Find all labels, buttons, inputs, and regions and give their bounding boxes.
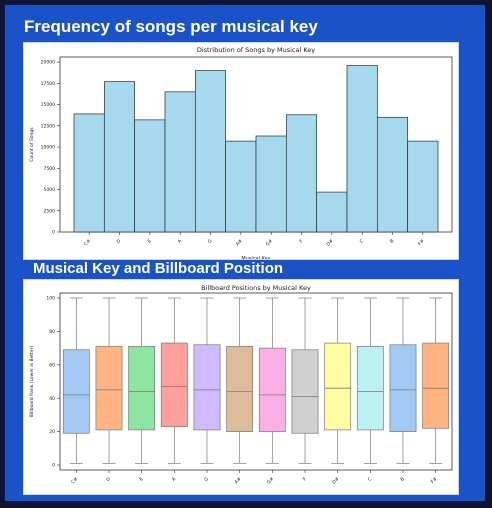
x-tick-label: F# (417, 238, 426, 247)
y-tick-label: 60 (49, 362, 55, 368)
y-tick-label: 5000 (44, 187, 56, 193)
bar-F# (407, 140, 439, 233)
y-tick-label: 15000 (41, 102, 55, 108)
box-B (389, 344, 417, 432)
y-tick-label: 7500 (44, 166, 56, 172)
x-tick-label: A (171, 476, 178, 483)
box-D# (324, 342, 352, 431)
bar-B (376, 116, 409, 233)
x-tick-label: E (138, 476, 144, 482)
x-tick-label: F (298, 238, 304, 244)
chart-title: Billboard Positions by Musical Key (201, 284, 311, 292)
x-tick-label: F (302, 476, 308, 482)
box-F (291, 349, 319, 434)
bar-D (103, 81, 136, 233)
x-tick-label: G# (265, 238, 275, 248)
x-tick-label: A# (233, 476, 242, 485)
x-axis-label: Musical Key (241, 256, 270, 259)
bar-D# (316, 191, 348, 233)
y-tick-label: 17500 (41, 81, 55, 87)
slide-background: Frequency of songs per musical key Distr… (4, 4, 486, 502)
y-tick-label: 2500 (44, 208, 56, 214)
x-tick-label: E (146, 238, 152, 244)
x-tick-label: A (177, 238, 184, 245)
y-tick-label: 0 (52, 463, 55, 469)
bar-chart: Distribution of Songs by Musical Key Musi… (29, 46, 453, 262)
x-tick-label: G (207, 238, 214, 245)
x-tick-label: D# (325, 238, 335, 248)
bar-C# (73, 113, 105, 233)
x-tick-label: D (116, 238, 123, 245)
x-tick-label: B (399, 476, 405, 482)
x-tick-label: B (389, 238, 395, 244)
box-G (193, 344, 221, 431)
box-F# (422, 342, 450, 429)
bar-E (134, 119, 166, 233)
box-G# (258, 347, 286, 432)
bar-F (285, 114, 318, 233)
x-tick-label: G# (266, 476, 276, 486)
y-tick-label: 100 (46, 296, 55, 302)
x-tick-label: G (203, 476, 210, 483)
box-D (95, 346, 123, 431)
y-tick-label: 20 (49, 429, 55, 435)
plot-area-frame (59, 292, 453, 471)
x-tick-label: C (359, 238, 365, 244)
box-E (128, 346, 156, 431)
y-tick-label: 0 (52, 230, 55, 236)
y-tick-label: 20000 (41, 60, 55, 66)
y-tick-label: 40 (49, 396, 55, 402)
x-tick-label: C# (83, 238, 92, 247)
x-tick-label: F# (430, 476, 439, 485)
y-tick-label: 10000 (41, 145, 55, 151)
bar-C (346, 65, 378, 233)
x-tick-label: A# (235, 238, 244, 247)
box-A# (226, 346, 254, 432)
bar-G (194, 70, 227, 233)
box-C# (62, 349, 90, 434)
bar-G# (255, 135, 287, 233)
x-tick-label: D (105, 476, 112, 483)
y-axis-label: Count of Songs (29, 127, 35, 162)
y-tick-label: 12500 (41, 123, 55, 129)
x-tick-label: C (367, 476, 373, 482)
heading-billboard-position: Musical Key and Billboard Position (33, 260, 284, 277)
bar-A# (225, 140, 257, 233)
box-C (356, 346, 384, 431)
bar-chart-panel: Distribution of Songs by Musical Key Musi… (23, 42, 459, 262)
y-axis-label: Billboard Rank (Lower is Better) (29, 346, 35, 418)
box-A (160, 342, 188, 427)
bar-A (164, 91, 196, 233)
x-tick-label: C# (70, 476, 79, 485)
heading-song-frequency: Frequency of songs per musical key (24, 17, 318, 36)
box-plot-chart: Billboard Positions by Musical KeyMusica… (29, 284, 453, 500)
x-tick-label: D# (331, 476, 341, 486)
y-tick-label: 80 (49, 329, 55, 335)
box-chart-panel: Billboard Positions by Musical KeyMusica… (23, 279, 459, 500)
chart-title: Distribution of Songs by Musical Key (197, 46, 315, 54)
